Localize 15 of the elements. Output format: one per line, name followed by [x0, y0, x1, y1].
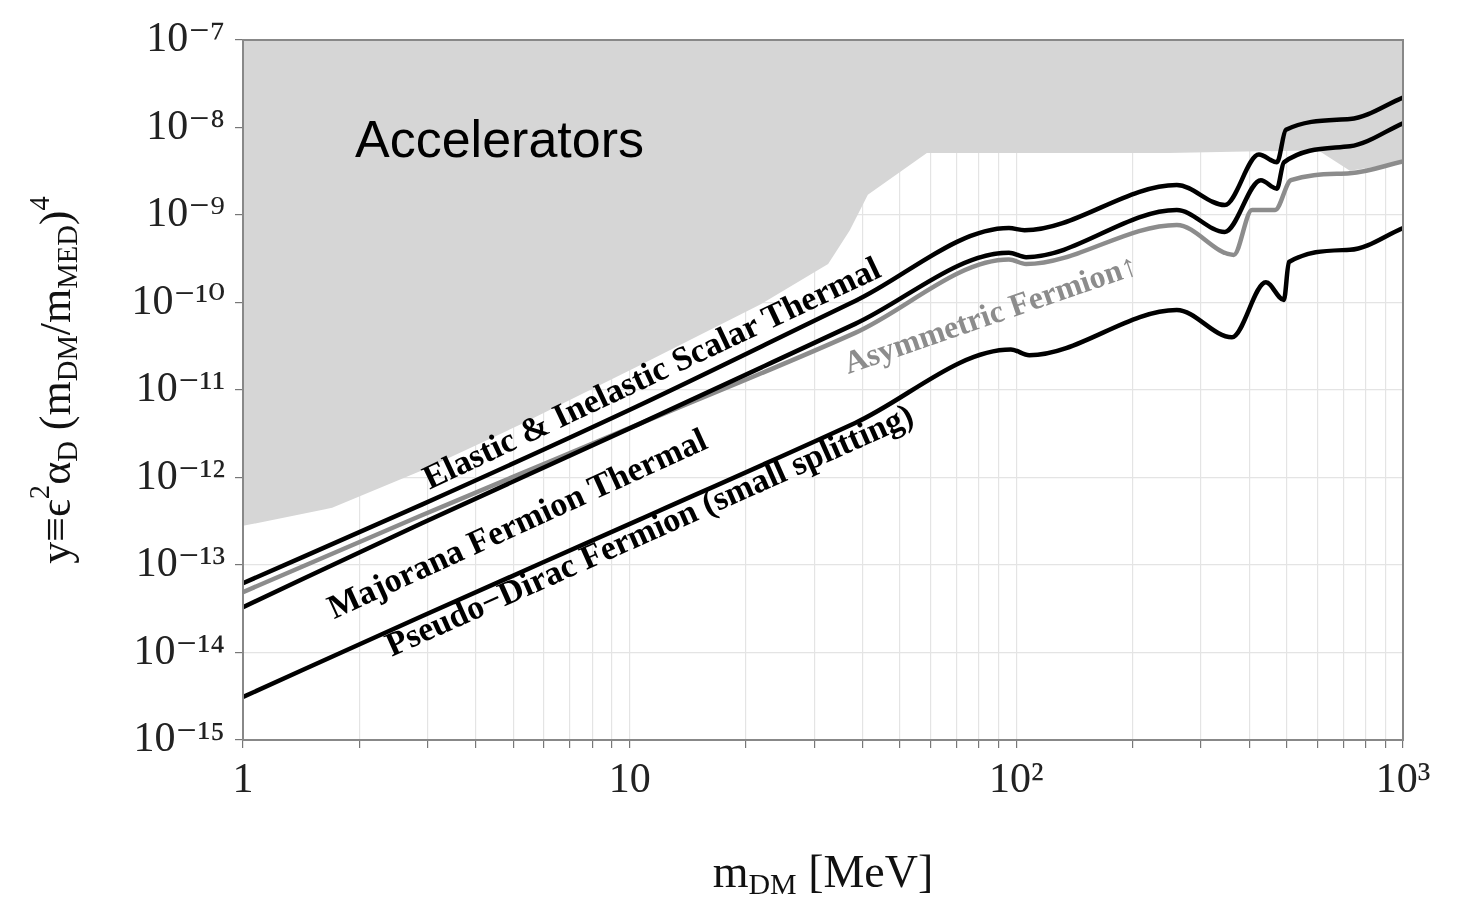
- x-tick-label: 10: [608, 755, 651, 802]
- y-tick-label: 10⁻⁹: [146, 189, 225, 236]
- y-tick-label: 10⁻¹⁴: [133, 626, 225, 673]
- y-tick-label: 10⁻⁷: [146, 14, 225, 61]
- x-tick-label: 10²: [989, 755, 1044, 802]
- x-tick-label: 10³: [1375, 755, 1431, 802]
- y-tick-label: 10⁻¹³: [135, 539, 225, 586]
- annotation: Accelerators: [355, 110, 644, 169]
- y-tick-label: 10⁻¹⁵: [133, 714, 225, 761]
- x-tick-label: 1: [232, 755, 254, 802]
- text: y≡ϵ2αD (mDM/mMED)4: [23, 196, 83, 564]
- y-tick-label: 10⁻¹⁰: [131, 276, 225, 323]
- y-tick-label: 10⁻¹¹: [135, 364, 225, 411]
- y-tick-label: 10⁻⁸: [146, 101, 225, 148]
- y-tick-label: 10⁻¹²: [135, 451, 225, 498]
